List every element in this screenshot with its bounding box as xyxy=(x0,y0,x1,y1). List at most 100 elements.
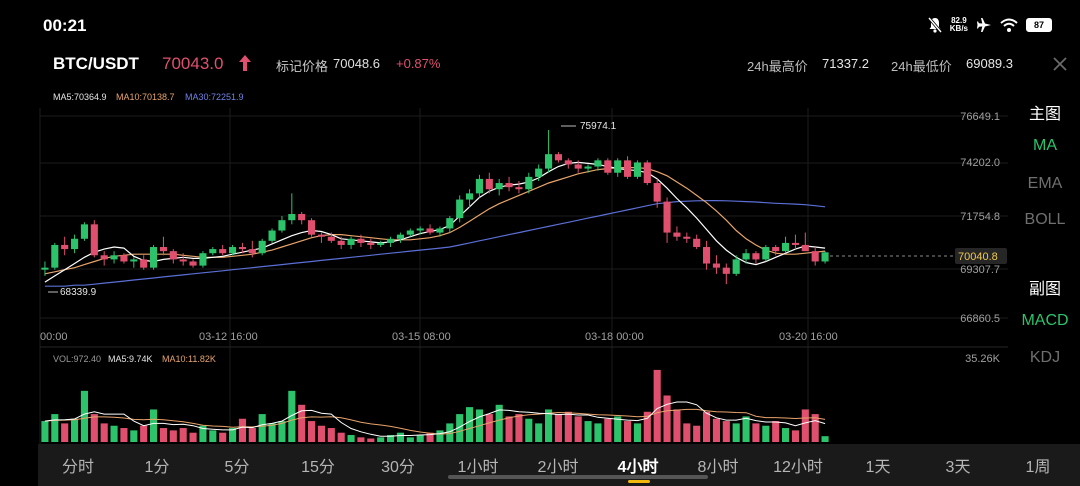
candle-body xyxy=(614,160,622,173)
candle xyxy=(564,158,572,169)
candle xyxy=(525,172,533,194)
candle-body xyxy=(396,234,404,239)
tab-8h[interactable]: 8小时 xyxy=(697,459,739,476)
tab-3d[interactable]: 3天 xyxy=(945,459,971,476)
volume-max-label: 35.26K xyxy=(965,353,1001,365)
volume-bar xyxy=(288,390,296,442)
indicator-kdj[interactable]: KDJ xyxy=(1029,349,1061,366)
candle xyxy=(624,156,632,179)
candle-body xyxy=(525,176,533,190)
tab-15m[interactable]: 15分 xyxy=(301,459,335,476)
volume-bar xyxy=(268,423,276,442)
candle-body xyxy=(110,255,118,260)
indicator-ema[interactable]: EMA xyxy=(1027,175,1063,192)
candle xyxy=(189,259,197,268)
legend-ma5: MA5:70364.9 xyxy=(53,92,107,102)
legend-vol-ma10: MA10:11.82K xyxy=(162,354,216,364)
candle xyxy=(298,211,306,225)
volume-bar xyxy=(821,436,829,442)
candle xyxy=(752,251,760,264)
candle-body xyxy=(278,220,286,231)
y-label: 69307.7 xyxy=(960,264,1000,276)
candle-body xyxy=(633,162,641,177)
kline-chart[interactable]: MA5:70364.9 MA10:70138.7 MA30:72251.9 VO… xyxy=(0,0,1010,444)
volume-bar xyxy=(456,414,464,442)
volume-bar xyxy=(663,395,671,442)
candle xyxy=(545,129,553,173)
tab-1h[interactable]: 1小时 xyxy=(457,459,499,476)
indicator-boll[interactable]: BOLL xyxy=(1024,211,1066,228)
close-icon[interactable] xyxy=(1050,54,1070,74)
volume-bar xyxy=(298,404,306,442)
scroll-handle[interactable] xyxy=(448,475,708,479)
volume-ma-lines xyxy=(44,401,826,437)
ma5-line xyxy=(44,161,826,283)
volume-bar xyxy=(801,409,809,442)
volume-bar xyxy=(71,418,79,442)
candle-body xyxy=(327,236,335,241)
high-annotation: 75974.1 xyxy=(561,121,617,132)
net-speed-unit: KB/s xyxy=(949,24,968,33)
candle-body xyxy=(703,247,711,264)
volume-bar xyxy=(653,369,661,442)
candle-body xyxy=(574,164,582,169)
candle xyxy=(505,176,513,192)
legend-vol: VOL:972.40 xyxy=(53,354,101,364)
volume-bar xyxy=(594,423,602,442)
candle-body xyxy=(722,267,730,274)
candle xyxy=(90,220,98,258)
candle xyxy=(683,232,691,243)
volume-bar xyxy=(554,414,562,442)
volume-bar xyxy=(446,423,454,442)
volume-bar xyxy=(772,421,780,442)
candle-body xyxy=(357,238,365,243)
high-24h-label: 24h最高价 xyxy=(747,59,808,74)
tab-12h[interactable]: 12小时 xyxy=(773,459,823,476)
tab-4h[interactable]: 4小时 xyxy=(617,459,659,476)
volume-bar xyxy=(387,435,395,442)
x-label: 03-15 08:00 xyxy=(392,331,451,343)
ticker-header: BTC/USDT 70043.0 标记价格 70048.6 +0.87% 24h… xyxy=(0,48,1080,80)
tab-1d[interactable]: 1天 xyxy=(865,459,891,476)
candle-body xyxy=(209,249,217,254)
y-label: 76649.1 xyxy=(960,111,1000,123)
candle xyxy=(258,238,266,256)
candle-body xyxy=(446,218,454,229)
indicator-macd[interactable]: MACD xyxy=(1021,312,1069,329)
candle-body xyxy=(150,247,158,268)
y-axis-labels: 76649.1 74202.0 71754.8 69307.7 66860.5 xyxy=(960,111,1000,325)
volume-bar xyxy=(762,425,770,442)
candle-body xyxy=(130,259,138,262)
indicator-ma[interactable]: MA xyxy=(1033,137,1057,154)
volume-bar xyxy=(120,428,128,442)
candle-body xyxy=(564,160,572,165)
volume-bar xyxy=(535,423,543,442)
volume-bar xyxy=(782,428,790,442)
tab-1m[interactable]: 1分 xyxy=(144,459,170,476)
candle xyxy=(140,255,148,270)
volume-bar xyxy=(41,421,49,442)
candle xyxy=(732,255,740,276)
legend-vol-ma5: MA5:9.74K xyxy=(108,354,153,364)
candle xyxy=(71,234,79,254)
mark-price-label: 标记价格 xyxy=(276,59,329,74)
candle-body xyxy=(61,244,69,250)
candle-body xyxy=(308,220,316,235)
candle-body xyxy=(238,247,246,250)
candle-body xyxy=(653,183,661,202)
volume-bar xyxy=(683,423,691,442)
tab-30m[interactable]: 30分 xyxy=(381,459,415,476)
tab-1w[interactable]: 1周 xyxy=(1025,459,1051,476)
candle-body xyxy=(693,238,701,248)
candle-body xyxy=(347,238,355,245)
trading-pair[interactable]: BTC/USDT xyxy=(53,54,139,73)
tab-2h[interactable]: 2小时 xyxy=(537,459,579,476)
candle xyxy=(169,249,177,264)
candle-body xyxy=(268,230,276,241)
high-24h-value: 71337.2 xyxy=(822,56,869,71)
ma-lines xyxy=(44,161,826,287)
tab-5m[interactable]: 5分 xyxy=(224,459,250,476)
tab-timeline[interactable]: 分时 xyxy=(61,459,94,476)
volume-bar xyxy=(742,416,750,442)
candle-body xyxy=(535,168,543,177)
